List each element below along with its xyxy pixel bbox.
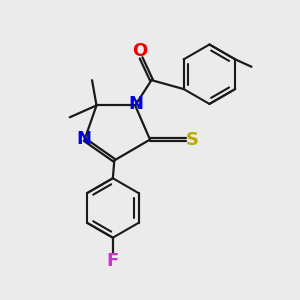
Text: N: N (76, 130, 92, 148)
Text: F: F (107, 252, 119, 270)
Text: N: N (129, 95, 144, 113)
Text: S: S (186, 130, 199, 148)
Text: O: O (132, 42, 147, 60)
